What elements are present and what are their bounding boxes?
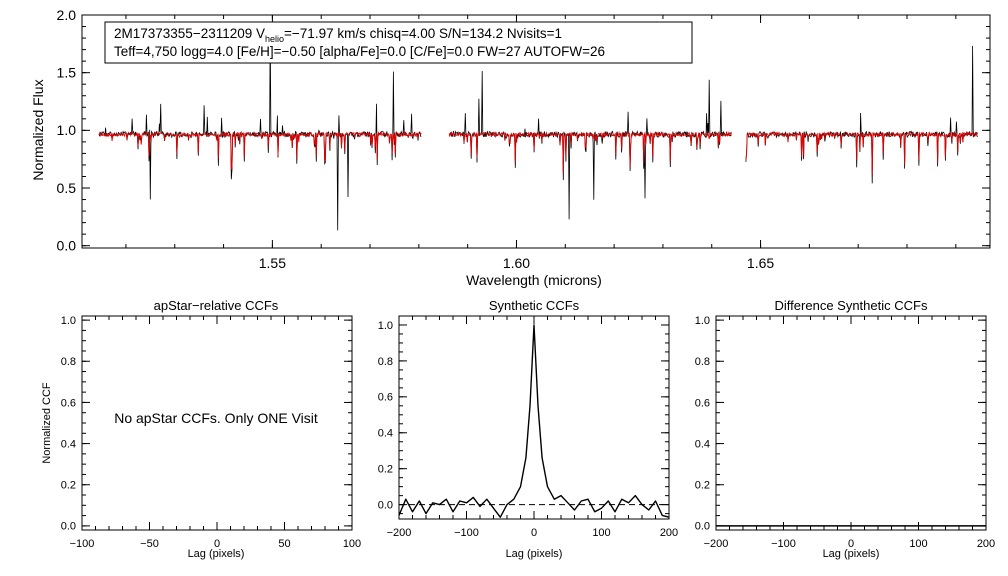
2-x-tick-label: −100 [454,527,479,539]
3-y-tick-label: 0.8 [695,356,710,368]
synthetic-ccf-line [398,324,670,518]
synthetic-ccf-series [398,324,670,518]
3-y-tick-label: 0.4 [695,438,710,450]
2-y-tick-label: 0.2 [378,464,393,476]
model-spectrum-line [98,131,422,170]
observed-spectrum-line [448,70,732,220]
apstar-ccf-y-axis-label: Normalized CCF [41,382,53,464]
1-x-tick-label: −50 [140,538,159,550]
apstar-ccf-annotation: No apStar CCFs. Only ONE Visit [114,410,318,426]
2-y-tick-label: 0.4 [378,428,393,440]
3-y-tick-label: 0.0 [695,521,710,533]
2-y-tick-label: 0.0 [378,499,393,511]
difference-ccf-panel: Difference Synthetic CCFs −200 −100 0 100 20… [695,298,995,560]
1-y-tick-label: 0.8 [61,356,76,368]
0-y-tick-label: 0.5 [57,180,77,196]
0-x-tick-label: 1.60 [503,255,530,271]
2-y-tick-label: 0.6 [378,392,393,404]
spectrum-y-axis-label: Normalized Flux [30,79,46,180]
model-spectrum-line [745,131,979,175]
synthetic-ccf-x-axis-label: Lag (pixels) [506,548,563,560]
spectrum-ticks: 1.55 1.60 1.65 0.0 0.5 1.0 1.5 2.0 [57,7,990,271]
2-x-tick-label: −200 [387,527,412,539]
observed-spectrum-line [98,25,422,231]
0-y-tick-label: 1.5 [57,65,77,81]
info-line-1-b: =−71.97 km/s chisq=4.00 S/N=134.2 Nvisit… [284,26,562,41]
spectrum-panel: 1.55 1.60 1.65 0.0 0.5 1.0 1.5 2.0 Wavelength (… [30,7,991,288]
info-line-2: Teff=4,750 logg=4.0 [Fe/H]=−0.50 [alpha/… [114,44,605,59]
3-y-tick-label: 0.6 [695,397,710,409]
0-y-tick-label: 0.0 [57,238,77,254]
spectrum-frame [81,14,991,249]
0-x-tick-label: 1.65 [747,255,774,271]
info-line-1: 2M17373355−2311209 Vhelio=−71.97 km/s ch… [114,26,562,44]
difference-ccf-ticks: −200 −100 0 100 200 0.0 0.2 0.4 0.6 0.8 1.0 [695,315,995,550]
3-x-tick-label: 200 [977,538,995,550]
synthetic-ccf-panel: Synthetic CCFs −200 −100 0 100 200 0.0 0.2 0.4 0… [378,298,678,560]
3-x-tick-label: 0 [848,538,854,550]
0-x-tick-label: 1.55 [259,255,286,271]
synthetic-ccf-ticks: −200 −100 0 100 200 0.0 0.2 0.4 0.6 0.8 1.0 [378,315,678,539]
1-y-tick-label: 0.6 [61,397,76,409]
apstar-ccf-x-axis-label: Lag (pixels) [188,548,245,560]
1-x-tick-label: −100 [70,538,95,550]
difference-ccf-x-axis-label: Lag (pixels) [823,548,880,560]
2-y-tick-label: 1.0 [378,320,393,332]
difference-ccf-title: Difference Synthetic CCFs [775,298,928,313]
3-x-tick-label: −200 [704,538,729,550]
observed-spectrum-line [745,45,978,184]
apstar-ccf-title: apStar−relative CCFs [154,298,279,313]
3-y-tick-label: 0.2 [695,480,710,492]
0-y-tick-label: 1.0 [57,122,77,138]
3-x-tick-label: −100 [771,538,796,550]
apstar-ccf-ticks: −100 −50 0 50 100 0.0 0.2 0.4 0.6 0.8 1.0 [61,315,361,550]
2-x-tick-label: 100 [592,527,610,539]
1-y-tick-label: 0.4 [61,438,76,450]
1-x-tick-label: 100 [343,538,361,550]
2-y-tick-label: 0.8 [378,356,393,368]
info-box [104,21,693,64]
2-x-tick-label: 0 [531,527,537,539]
synthetic-ccf-title: Synthetic CCFs [489,298,580,313]
difference-ccf-frame [715,315,987,531]
1-x-tick-label: 0 [214,538,220,550]
info-line-1-a: 2M17373355−2311209 V [114,26,265,41]
synthetic-ccf-frame [398,315,670,520]
spectrum-x-axis-label: Wavelength (microns) [466,272,602,288]
1-y-tick-label: 0.0 [61,521,76,533]
apstar-ccf-panel: apStar−relative CCFs −100 −50 0 50 100 0.0 0.2… [41,298,361,560]
1-y-tick-label: 1.0 [61,315,76,327]
1-x-tick-label: 50 [278,538,290,550]
3-x-tick-label: 100 [909,538,927,550]
model-spectrum-line [448,130,732,173]
2-x-tick-label: 200 [660,527,678,539]
0-y-tick-label: 2.0 [57,7,77,23]
1-y-tick-label: 0.2 [61,480,76,492]
spectrum-series [98,25,979,231]
3-y-tick-label: 1.0 [695,315,710,327]
info-line-1-sub: helio [265,34,284,44]
